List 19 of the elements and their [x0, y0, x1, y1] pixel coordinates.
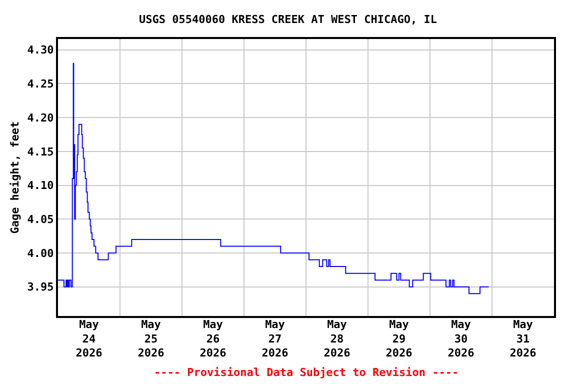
x-tick-label: May 24 2026: [76, 318, 103, 360]
x-tick-label: May 28 2026: [324, 318, 351, 360]
x-tick-label: May 30 2026: [448, 318, 475, 360]
chart-title: USGS 05540060 KRESS CREEK AT WEST CHICAGO, IL: [138, 12, 438, 26]
y-axis-title: Gage height, feet: [8, 121, 22, 234]
y-tick-label: 4.30: [27, 44, 54, 57]
y-tick-label: 4.05: [27, 213, 54, 226]
y-tick-label: 4.00: [27, 246, 54, 260]
y-tick-label: 4.20: [27, 111, 54, 124]
x-tick-label: May 27 2026: [262, 318, 289, 360]
y-tick-label: 4.25: [27, 78, 54, 91]
x-tick-label: May 25 2026: [138, 318, 165, 360]
text: ---- Provisional Data Subject to Revision ----: [154, 366, 459, 379]
y-tick-label: 3.95: [27, 280, 54, 294]
y-tick-label: 4.10: [27, 179, 54, 192]
x-tick-label: May 29 2026: [386, 318, 413, 360]
y-tick-label: 4.15: [27, 145, 54, 158]
x-tick-label: May 31 2026: [510, 318, 537, 360]
x-tick-label: May 26 2026: [200, 318, 227, 360]
